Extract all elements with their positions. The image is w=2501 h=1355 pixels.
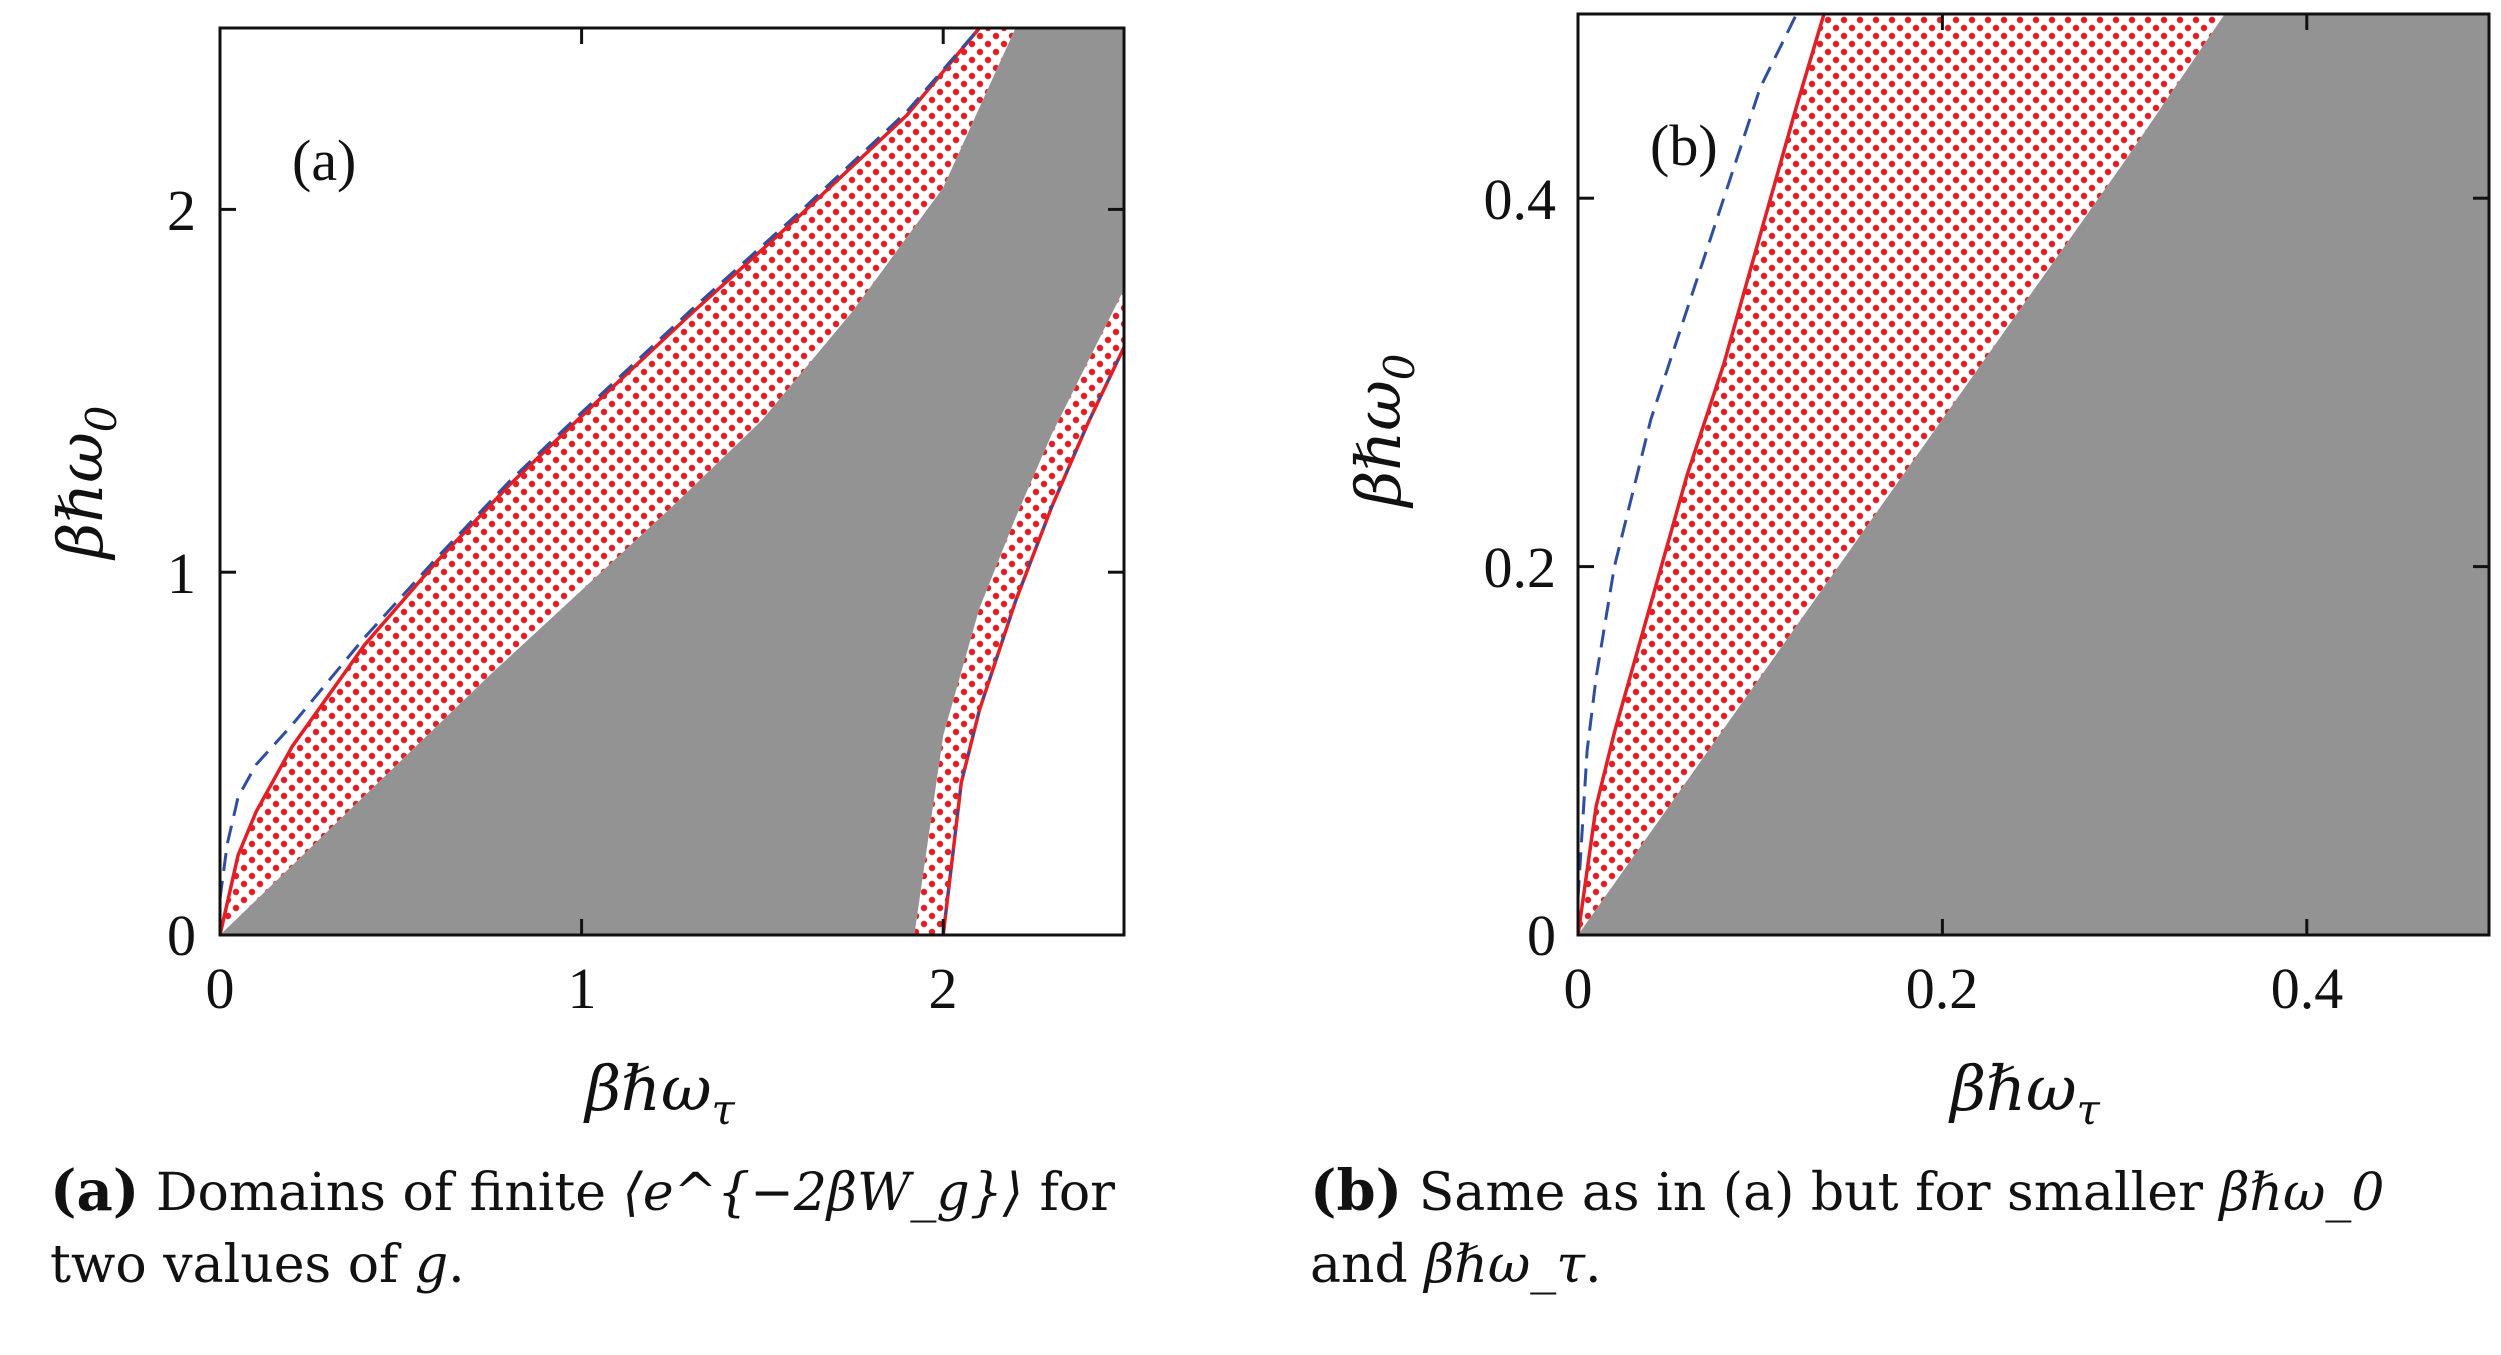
caption-b-math2: βℏω_τ	[1424, 1235, 1586, 1295]
y-axis-label-b: βℏω0	[1342, 353, 1424, 508]
ticks-a	[218, 28, 1124, 937]
caption-a-end: .	[448, 1235, 465, 1295]
y-tick-label-b-1: 0.2	[1484, 535, 1557, 600]
panel-b: 0 0.2 0.4 0 0.2 0.4 (b) βℏωτ βℏω0	[1342, 12, 2491, 1134]
caption-tag-a: (a)	[50, 1158, 140, 1224]
panel-a: 0 1 2 0 1 2 (a) βℏωτ βℏω0	[44, 26, 1126, 1134]
caption-tag-b: (b)	[1310, 1158, 1403, 1224]
caption-a-math: ⟨e^{−2βW_g}⟩	[622, 1163, 1024, 1223]
y-tick-label-b-2: 0.4	[1484, 167, 1557, 232]
caption-b-math1: βℏω_0	[2219, 1163, 2385, 1223]
frame-b	[1576, 12, 2491, 937]
caption-b-mid: and	[1310, 1235, 1425, 1295]
x-tick-label-a-0: 0	[206, 956, 235, 1021]
caption-a-text-before: Domains of finite	[155, 1163, 623, 1223]
x-tick-label-a-1: 1	[568, 956, 597, 1021]
panel-label-b: (b)	[1650, 113, 1718, 178]
frame-a	[218, 26, 1126, 937]
panel-label-a: (a)	[292, 128, 356, 193]
x-tick-label-b-2: 0.4	[2271, 956, 2344, 1021]
dotted-region	[1578, 14, 2225, 935]
y-tick-label-a-2: 2	[167, 178, 196, 243]
x-tick-label-b-1: 0.2	[1906, 956, 1979, 1021]
red-curve-upper	[220, 28, 981, 935]
caption-a-text-after: for two values of	[50, 1163, 1116, 1295]
dotted-region-lower	[914, 289, 1124, 935]
y-axis-label-a: βℏω0	[44, 405, 126, 560]
gray-region	[220, 28, 1124, 935]
ticks-b	[1576, 14, 2489, 937]
caption-a: (a) Domains of finite ⟨e^{−2βW_g}⟩ for t…	[50, 1155, 1210, 1301]
x-axis-label-b: βℏωτ	[1948, 1052, 2100, 1134]
x-tick-label-b-0: 0	[1564, 956, 1593, 1021]
caption-b-text-before: Same as in (a) but for smaller	[1418, 1163, 2220, 1223]
y-tick-label-a-1: 1	[167, 541, 196, 606]
caption-b: (b) Same as in (a) but for smaller βℏω_0…	[1310, 1155, 2490, 1301]
x-axis-label-a: βℏωτ	[583, 1052, 735, 1134]
y-tick-label-a-0: 0	[167, 903, 196, 968]
x-tick-label-a-2: 2	[929, 956, 958, 1021]
caption-b-end: .	[1585, 1235, 1602, 1295]
dotted-region-upper	[220, 28, 1016, 935]
blue-dashed-curve	[1578, 14, 1798, 899]
gray-region	[1578, 14, 2489, 935]
caption-a-var: g	[414, 1235, 449, 1295]
blue-curve-lower	[941, 346, 1124, 935]
y-tick-label-b-0: 0	[1527, 903, 1556, 968]
red-curve	[1578, 14, 1826, 935]
